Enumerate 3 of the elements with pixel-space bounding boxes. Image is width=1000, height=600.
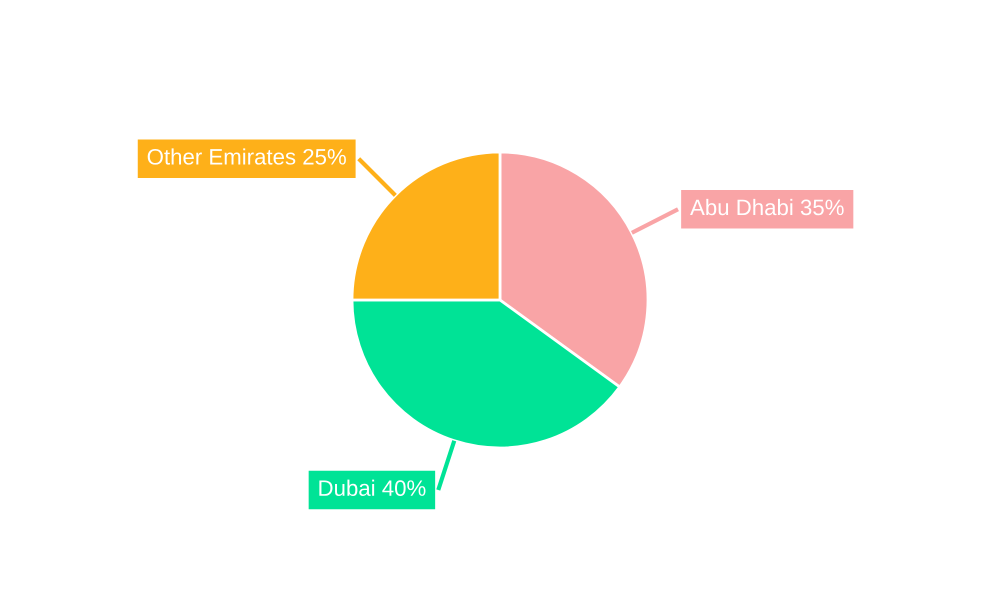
slice-label: Other Emirates 25% (148, 148, 346, 165)
slice-label: Dubai 40% (319, 480, 426, 496)
slice-label: Abu Dhabi 35% (690, 198, 844, 216)
